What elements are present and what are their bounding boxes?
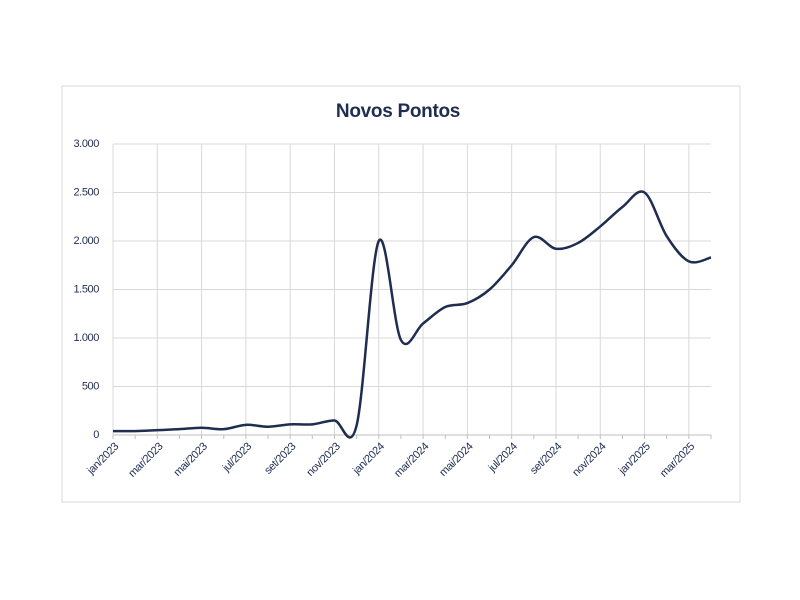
chart-frame (61, 85, 741, 503)
y-tick-label: 500 (82, 380, 99, 392)
y-tick-label: 2.500 (73, 186, 99, 198)
y-tick-label: 0 (93, 429, 99, 441)
line-series (112, 190, 712, 439)
y-tick-label: 2.000 (73, 235, 99, 247)
y-tick-label: 1.500 (73, 283, 99, 295)
y-tick-label: 3.000 (73, 138, 99, 150)
y-tick-label: 1.000 (73, 332, 99, 344)
chart-title: Novos Pontos (336, 101, 460, 122)
